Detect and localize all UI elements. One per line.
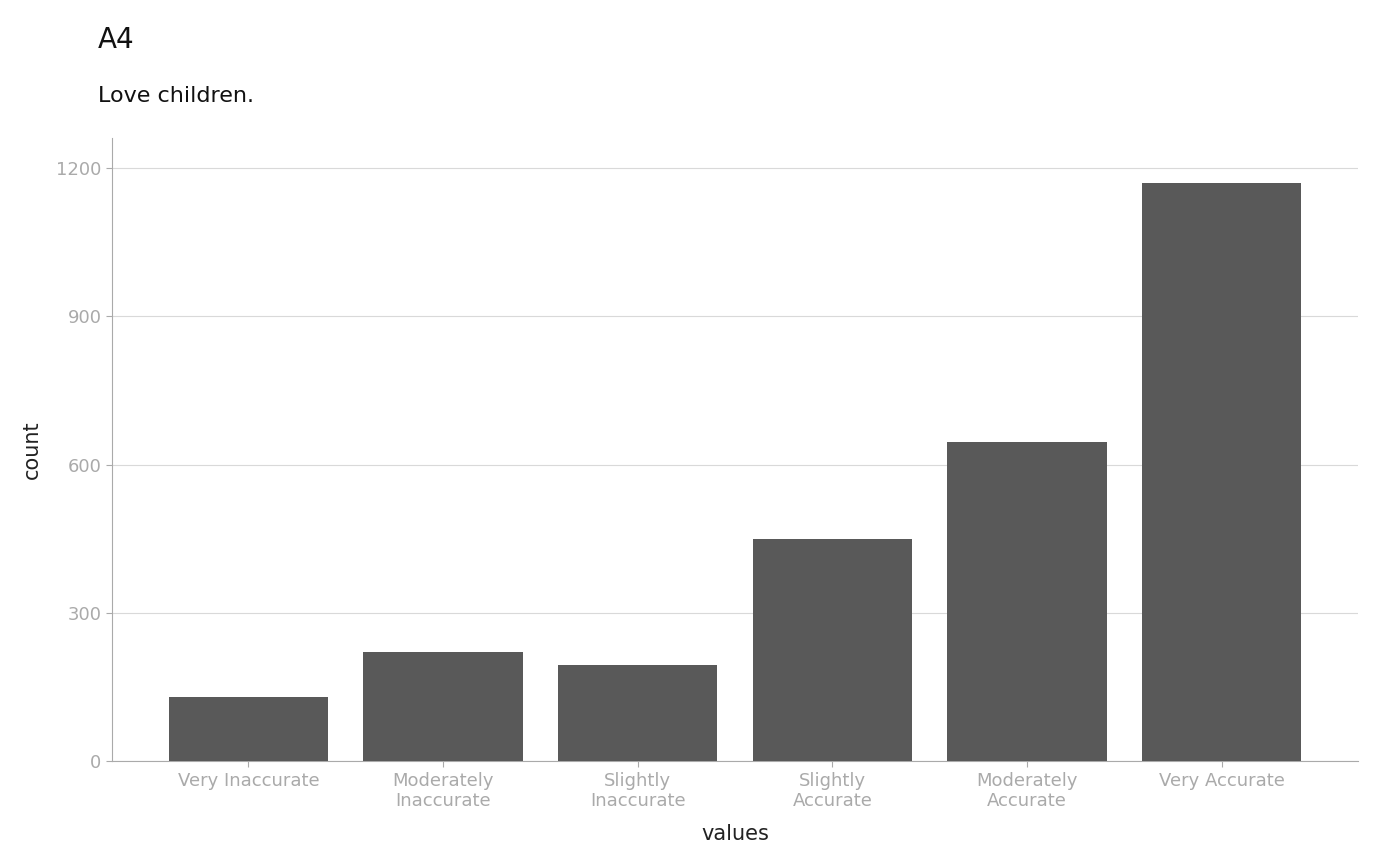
Text: A4: A4	[98, 26, 134, 54]
Text: Love children.: Love children.	[98, 86, 253, 106]
Bar	[948, 442, 1107, 761]
Bar	[753, 539, 913, 761]
Bar	[168, 697, 328, 761]
Bar	[1142, 183, 1302, 761]
Y-axis label: count: count	[22, 420, 42, 479]
Bar	[363, 652, 522, 761]
X-axis label: values: values	[701, 824, 769, 844]
Bar	[557, 665, 717, 761]
